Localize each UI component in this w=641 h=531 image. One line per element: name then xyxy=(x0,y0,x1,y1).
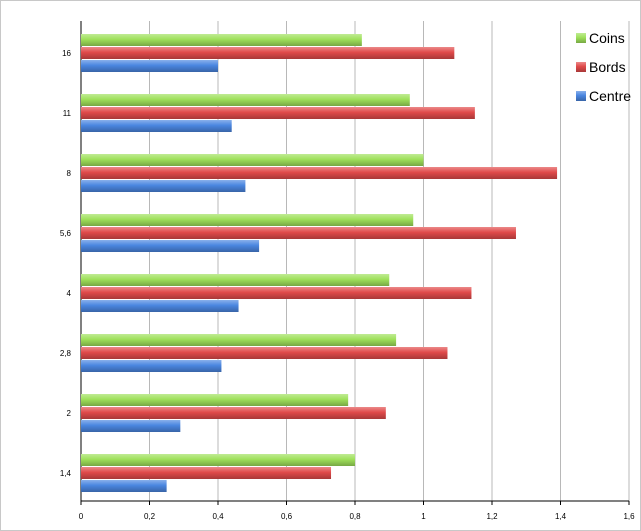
bar-centre-5 xyxy=(81,360,222,372)
bar-bords-3 xyxy=(81,227,516,239)
legend-swatch-coins xyxy=(576,33,586,43)
bar-bords-2 xyxy=(81,167,558,179)
y-tick-label: 11 xyxy=(63,109,72,118)
bar-centre-4 xyxy=(81,300,239,312)
y-tick-label: 16 xyxy=(62,49,71,58)
x-tick-label: 1,4 xyxy=(555,512,567,521)
legend-label-coins: Coins xyxy=(589,30,625,46)
bar-coins-0 xyxy=(81,34,362,46)
y-tick-label: 2,8 xyxy=(60,349,72,358)
x-tick-label: 1,2 xyxy=(486,512,498,521)
bar-bords-7 xyxy=(81,467,332,479)
x-tick-label: 0,4 xyxy=(212,512,224,521)
x-tick-label: 1,6 xyxy=(623,512,635,521)
legend-swatch-centre xyxy=(576,91,586,101)
bar-centre-7 xyxy=(81,480,167,492)
y-tick-label: 4 xyxy=(67,289,72,298)
y-tick-label: 1,4 xyxy=(60,469,72,478)
bar-bords-4 xyxy=(81,287,472,299)
y-tick-label: 5,6 xyxy=(60,229,72,238)
legend-swatch-bords xyxy=(576,62,586,72)
x-tick-label: 0,2 xyxy=(144,512,156,521)
x-tick-label: 0 xyxy=(79,512,84,521)
bar-centre-6 xyxy=(81,420,181,432)
bar-bords-6 xyxy=(81,407,386,419)
y-tick-label: 2 xyxy=(67,409,72,418)
bar-centre-1 xyxy=(81,120,232,132)
bar-bords-5 xyxy=(81,347,448,359)
x-tick-label: 0,6 xyxy=(281,512,293,521)
bar-bords-1 xyxy=(81,107,475,119)
legend-label-bords: Bords xyxy=(589,59,626,75)
bar-centre-0 xyxy=(81,60,218,72)
bar-coins-6 xyxy=(81,394,349,406)
bar-bords-0 xyxy=(81,47,455,59)
bar-coins-3 xyxy=(81,214,414,226)
bar-coins-5 xyxy=(81,334,397,346)
x-tick-label: 1 xyxy=(421,512,426,521)
bar-coins-4 xyxy=(81,274,390,286)
bar-coins-7 xyxy=(81,454,355,466)
bar-centre-2 xyxy=(81,180,246,192)
bar-coins-2 xyxy=(81,154,424,166)
legend-label-centre: Centre xyxy=(589,88,631,104)
x-tick-label: 0,8 xyxy=(349,512,361,521)
y-tick-label: 8 xyxy=(67,169,72,178)
bar-coins-1 xyxy=(81,94,410,106)
bar-centre-3 xyxy=(81,240,260,252)
